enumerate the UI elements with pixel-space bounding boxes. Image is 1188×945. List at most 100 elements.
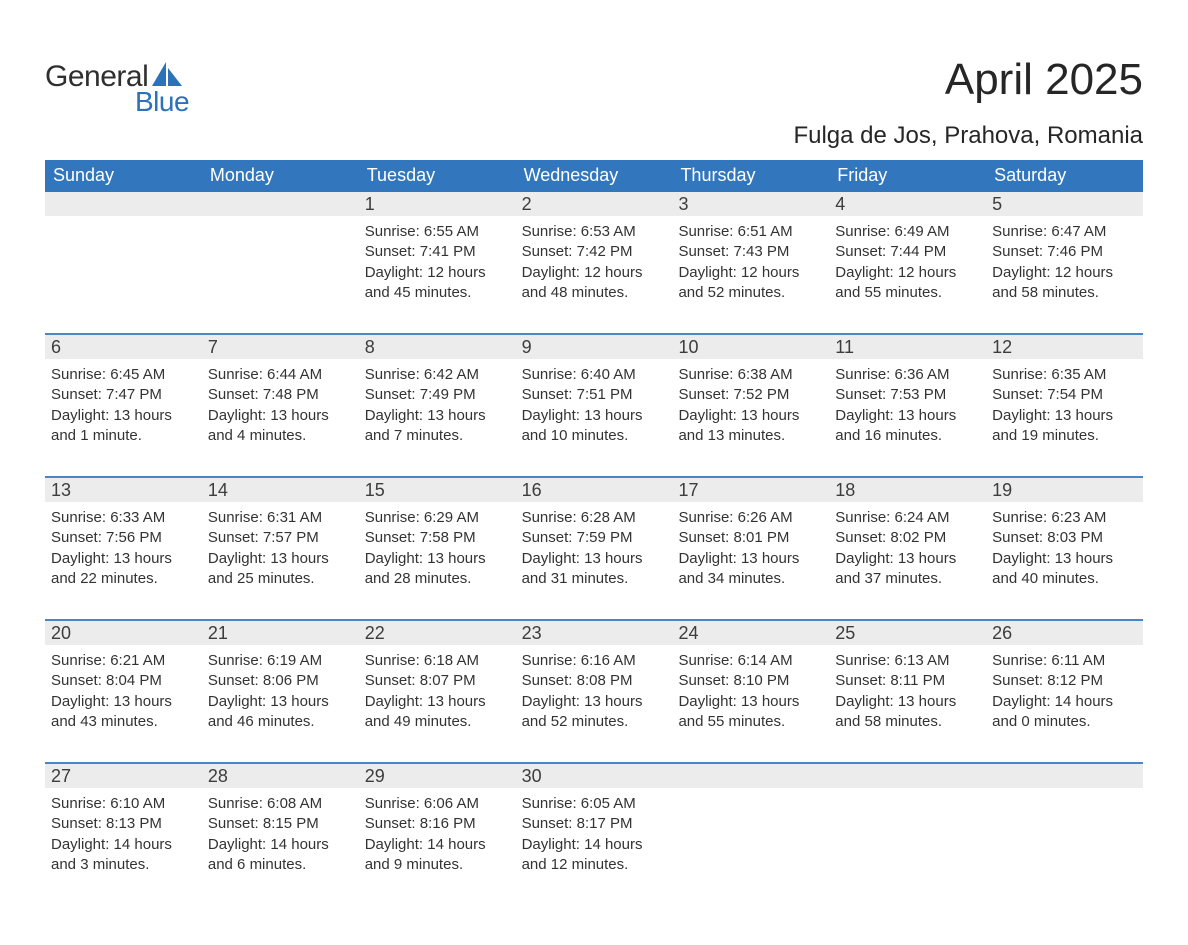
daylight-line-2: and 55 minutes. (678, 712, 823, 732)
brand-logo: General Blue (45, 60, 189, 118)
day-number: 6 (45, 335, 202, 359)
daylight-line-1: Daylight: 13 hours (51, 549, 196, 569)
sunrise-line: Sunrise: 6:26 AM (678, 508, 823, 528)
daylight-line-2: and 58 minutes. (835, 712, 980, 732)
sunset-line: Sunset: 8:13 PM (51, 814, 196, 834)
day-cell (672, 764, 829, 905)
sunset-line: Sunset: 7:48 PM (208, 385, 353, 405)
month-title: April 2025 (793, 58, 1143, 102)
daylight-line-2: and 28 minutes. (365, 569, 510, 589)
dow-tuesday: Tuesday (359, 160, 516, 192)
daylight-line-1: Daylight: 12 hours (992, 263, 1137, 283)
day-cell: 15Sunrise: 6:29 AMSunset: 7:58 PMDayligh… (359, 478, 516, 619)
daylight-line-1: Daylight: 13 hours (208, 549, 353, 569)
daylight-line-1: Daylight: 13 hours (51, 406, 196, 426)
daylight-line-1: Daylight: 13 hours (365, 549, 510, 569)
day-cell: 19Sunrise: 6:23 AMSunset: 8:03 PMDayligh… (986, 478, 1143, 619)
calendar-page: General Blue April 2025 Fulga de Jos, Pr… (0, 0, 1188, 945)
sunset-line: Sunset: 7:42 PM (522, 242, 667, 262)
sunset-line: Sunset: 7:52 PM (678, 385, 823, 405)
day-number (986, 764, 1143, 788)
day-cell: 29Sunrise: 6:06 AMSunset: 8:16 PMDayligh… (359, 764, 516, 905)
day-cell: 23Sunrise: 6:16 AMSunset: 8:08 PMDayligh… (516, 621, 673, 762)
day-number: 19 (986, 478, 1143, 502)
daylight-line-2: and 52 minutes. (678, 283, 823, 303)
daylight-line-1: Daylight: 13 hours (678, 692, 823, 712)
day-cell: 25Sunrise: 6:13 AMSunset: 8:11 PMDayligh… (829, 621, 986, 762)
sunrise-line: Sunrise: 6:55 AM (365, 222, 510, 242)
sunset-line: Sunset: 7:57 PM (208, 528, 353, 548)
daylight-line-1: Daylight: 13 hours (678, 406, 823, 426)
day-of-week-header-row: Sunday Monday Tuesday Wednesday Thursday… (45, 160, 1143, 192)
day-cell: 17Sunrise: 6:26 AMSunset: 8:01 PMDayligh… (672, 478, 829, 619)
day-cell: 1Sunrise: 6:55 AMSunset: 7:41 PMDaylight… (359, 192, 516, 333)
day-body (829, 788, 986, 890)
day-number: 28 (202, 764, 359, 788)
day-number: 17 (672, 478, 829, 502)
daylight-line-1: Daylight: 13 hours (365, 406, 510, 426)
day-cell: 12Sunrise: 6:35 AMSunset: 7:54 PMDayligh… (986, 335, 1143, 476)
day-number: 30 (516, 764, 673, 788)
location-subtitle: Fulga de Jos, Prahova, Romania (793, 122, 1143, 150)
daylight-line-2: and 34 minutes. (678, 569, 823, 589)
sunset-line: Sunset: 8:07 PM (365, 671, 510, 691)
daylight-line-1: Daylight: 13 hours (208, 406, 353, 426)
day-cell: 18Sunrise: 6:24 AMSunset: 8:02 PMDayligh… (829, 478, 986, 619)
day-cell: 9Sunrise: 6:40 AMSunset: 7:51 PMDaylight… (516, 335, 673, 476)
daylight-line-2: and 3 minutes. (51, 855, 196, 875)
day-body (202, 216, 359, 318)
day-number: 29 (359, 764, 516, 788)
day-number: 9 (516, 335, 673, 359)
sunset-line: Sunset: 8:15 PM (208, 814, 353, 834)
day-number: 8 (359, 335, 516, 359)
daylight-line-2: and 19 minutes. (992, 426, 1137, 446)
day-cell (45, 192, 202, 333)
logo-word-blue: Blue (135, 86, 189, 118)
sunset-line: Sunset: 8:03 PM (992, 528, 1137, 548)
sunset-line: Sunset: 7:58 PM (365, 528, 510, 548)
daylight-line-2: and 4 minutes. (208, 426, 353, 446)
sunset-line: Sunset: 8:11 PM (835, 671, 980, 691)
sunset-line: Sunset: 7:53 PM (835, 385, 980, 405)
day-cell: 28Sunrise: 6:08 AMSunset: 8:15 PMDayligh… (202, 764, 359, 905)
daylight-line-1: Daylight: 14 hours (51, 835, 196, 855)
dow-thursday: Thursday (672, 160, 829, 192)
day-number: 11 (829, 335, 986, 359)
daylight-line-1: Daylight: 12 hours (365, 263, 510, 283)
daylight-line-1: Daylight: 13 hours (522, 692, 667, 712)
title-block: April 2025 Fulga de Jos, Prahova, Romani… (793, 40, 1143, 150)
day-number: 3 (672, 192, 829, 216)
day-cell: 16Sunrise: 6:28 AMSunset: 7:59 PMDayligh… (516, 478, 673, 619)
sunset-line: Sunset: 7:51 PM (522, 385, 667, 405)
sunrise-line: Sunrise: 6:35 AM (992, 365, 1137, 385)
day-cell (829, 764, 986, 905)
sunset-line: Sunset: 7:59 PM (522, 528, 667, 548)
sunrise-line: Sunrise: 6:05 AM (522, 794, 667, 814)
day-body: Sunrise: 6:10 AMSunset: 8:13 PMDaylight:… (45, 788, 202, 905)
day-cell: 4Sunrise: 6:49 AMSunset: 7:44 PMDaylight… (829, 192, 986, 333)
dow-wednesday: Wednesday (516, 160, 673, 192)
daylight-line-2: and 49 minutes. (365, 712, 510, 732)
day-cell: 10Sunrise: 6:38 AMSunset: 7:52 PMDayligh… (672, 335, 829, 476)
sunrise-line: Sunrise: 6:23 AM (992, 508, 1137, 528)
day-cell: 27Sunrise: 6:10 AMSunset: 8:13 PMDayligh… (45, 764, 202, 905)
day-cell: 20Sunrise: 6:21 AMSunset: 8:04 PMDayligh… (45, 621, 202, 762)
day-cell: 3Sunrise: 6:51 AMSunset: 7:43 PMDaylight… (672, 192, 829, 333)
sunrise-line: Sunrise: 6:36 AM (835, 365, 980, 385)
day-number (202, 192, 359, 216)
dow-monday: Monday (202, 160, 359, 192)
daylight-line-2: and 25 minutes. (208, 569, 353, 589)
sunrise-line: Sunrise: 6:53 AM (522, 222, 667, 242)
sunrise-line: Sunrise: 6:33 AM (51, 508, 196, 528)
weeks-container: 1Sunrise: 6:55 AMSunset: 7:41 PMDaylight… (45, 192, 1143, 905)
day-body: Sunrise: 6:42 AMSunset: 7:49 PMDaylight:… (359, 359, 516, 476)
daylight-line-2: and 31 minutes. (522, 569, 667, 589)
daylight-line-1: Daylight: 13 hours (208, 692, 353, 712)
sunrise-line: Sunrise: 6:42 AM (365, 365, 510, 385)
sunrise-line: Sunrise: 6:14 AM (678, 651, 823, 671)
sunrise-line: Sunrise: 6:49 AM (835, 222, 980, 242)
daylight-line-2: and 10 minutes. (522, 426, 667, 446)
daylight-line-1: Daylight: 13 hours (522, 406, 667, 426)
day-number: 23 (516, 621, 673, 645)
day-number: 25 (829, 621, 986, 645)
